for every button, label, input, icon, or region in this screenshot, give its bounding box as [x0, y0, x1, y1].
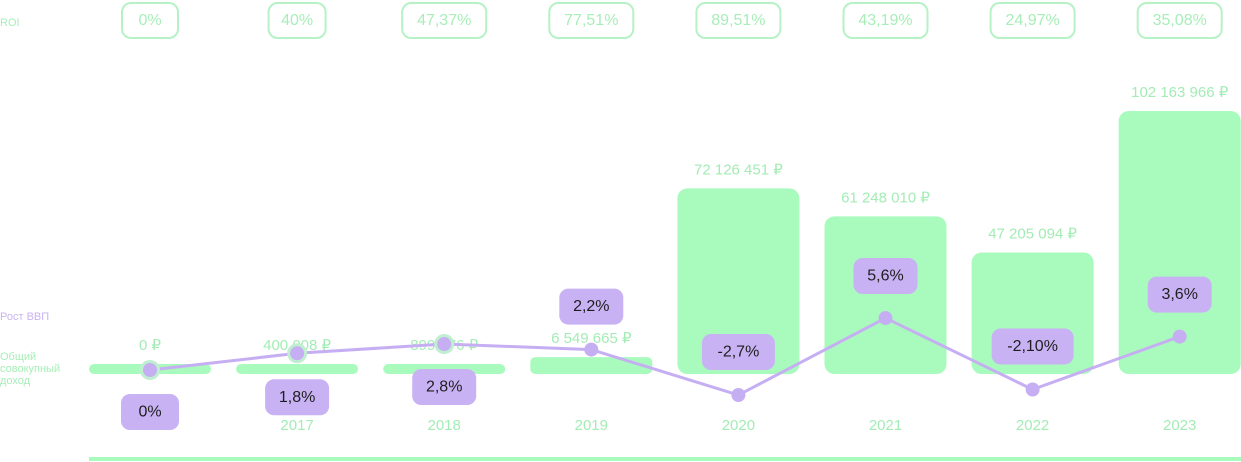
roi-box: [267, 2, 327, 39]
income-value-label: 102 163 966 ₽: [1131, 84, 1229, 101]
gdp-value-pill: [853, 258, 918, 295]
gdp-point: [1172, 329, 1187, 344]
roi-box: [842, 2, 929, 39]
income-value-label: 72 126 451 ₽: [694, 161, 783, 178]
income-bar: [530, 357, 653, 374]
roi-box: [695, 2, 782, 39]
gdp-row-label: Рост ВВП: [0, 311, 49, 323]
year-label: 2017: [280, 417, 313, 434]
gdp-labels-layer: 0% 1,8% 2,8% 2,2% -2,7% 5,6% -2,10% 3,6%: [121, 258, 1212, 430]
roi-value: 40%: [281, 12, 313, 29]
gdp-value-label: 2,2%: [573, 298, 609, 315]
roi-value: 24,97%: [1005, 12, 1059, 29]
income-bar: [824, 216, 947, 374]
year-label: 2019: [575, 417, 608, 434]
gdp-value-label: -2,10%: [1007, 338, 1058, 355]
roi-box: [1136, 2, 1223, 39]
gdp-value-label: 5,6%: [867, 268, 903, 285]
gdp-growth-line: [149, 316, 1181, 397]
gdp-point: [731, 388, 746, 403]
roi-value: 35,08%: [1153, 12, 1207, 29]
income-value-label: 6 549 665 ₽: [551, 330, 632, 347]
year-label: 2021: [869, 417, 902, 434]
gdp-point: [1025, 382, 1040, 397]
income-row-label: Общий совокупный доход: [0, 351, 63, 387]
roi-value: 77,51%: [564, 12, 618, 29]
income-value-label: 0 ₽: [139, 337, 162, 354]
income-bar: [383, 364, 506, 374]
gdp-value-pill: [559, 288, 624, 325]
gdp-point: [290, 346, 305, 361]
gdp-value-pill: [412, 369, 477, 406]
gdp-value-label: 2,8%: [426, 379, 462, 396]
roi-box: [121, 2, 179, 39]
roi-value: 47,37%: [417, 12, 471, 29]
income-bar: [677, 188, 800, 374]
income-bar: [236, 364, 359, 374]
income-value-label: 61 248 010 ₽: [841, 189, 930, 206]
gdp-point: [143, 363, 157, 377]
roi-value: 0%: [138, 12, 161, 29]
gdp-value-pill: [1147, 276, 1212, 313]
gdp-point: [584, 342, 599, 357]
gdp-value-pill: [701, 334, 775, 371]
gdp-value-label: -2,7%: [718, 344, 760, 361]
gdp-value-label: 0%: [138, 404, 161, 421]
gdp-value-label: 1,8%: [279, 389, 315, 406]
income-value-label: 47 205 094 ₽: [988, 225, 1077, 242]
gdp-point: [878, 311, 893, 326]
gdp-line-layer: [140, 311, 1187, 403]
roi-box: [401, 2, 488, 39]
gdp-value-pill: [991, 328, 1074, 365]
roi-value: 43,19%: [858, 12, 912, 29]
roi-value: 89,51%: [711, 12, 765, 29]
year-label: 2023: [1163, 417, 1196, 434]
year-label: 2020: [722, 417, 755, 434]
gdp-value-label: 3,6%: [1161, 286, 1197, 303]
roi-box: [548, 2, 635, 39]
gdp-value-pill: [265, 379, 330, 416]
gdp-value-pill: [121, 394, 179, 430]
gdp-point: [437, 337, 452, 352]
roi-box: [989, 2, 1076, 39]
year-label: 2018: [428, 417, 461, 434]
roi-row-label: ROI: [0, 17, 20, 29]
year-axis: 2017 2018 2019 2020 2021 2022 2023: [280, 417, 1196, 434]
year-label: 2022: [1016, 417, 1049, 434]
roi-row: 0% 40% 47,37% 77,51% 89,51% 43,19% 24,97% 35,08…: [121, 2, 1223, 39]
